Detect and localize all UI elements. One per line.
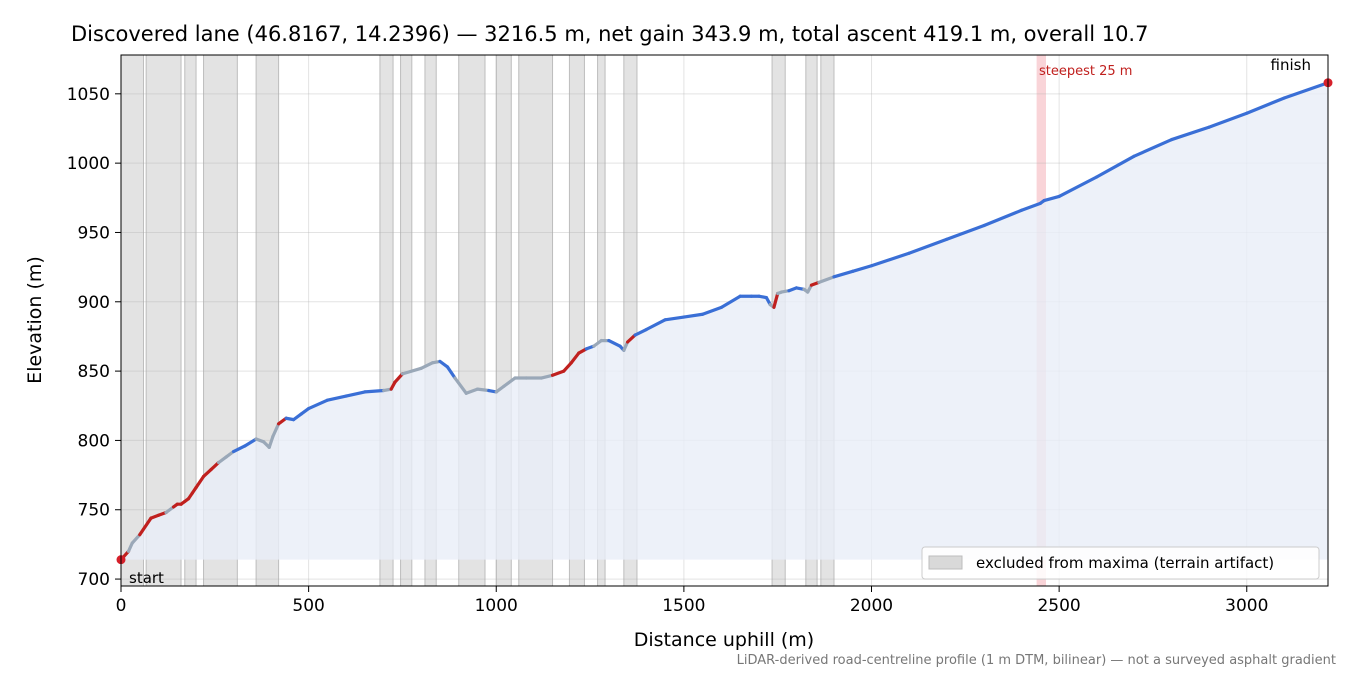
- profile-segment: [1132, 137, 1174, 158]
- footer-note: LiDAR-derived road-centreline profile (1…: [737, 653, 1336, 668]
- profile-segment: [663, 315, 686, 322]
- profile-segment: [393, 372, 405, 384]
- profile-segment: [817, 275, 836, 284]
- profile-segment: [1282, 81, 1330, 100]
- profile-segment: [907, 237, 949, 255]
- x-tick-label: 0: [116, 596, 127, 616]
- chart-title: Discovered lane (46.8167, 14.2396) — 321…: [71, 22, 1148, 46]
- profile-segment: [267, 434, 275, 449]
- profile-segment: [400, 366, 423, 376]
- profile-segment: [869, 251, 911, 268]
- profile-segment: [271, 422, 281, 438]
- profile-segment: [644, 318, 667, 332]
- x-tick-label: 500: [292, 596, 324, 616]
- profile-segment: [344, 390, 367, 398]
- profile-segment: [209, 461, 221, 472]
- profile-segment: [851, 264, 874, 273]
- profile-segment: [1042, 194, 1061, 203]
- x-tick-label: 1500: [662, 596, 705, 616]
- steepest-label: steepest 25 m: [1039, 64, 1132, 79]
- profile-segment: [625, 333, 637, 344]
- y-tick-label: 1000: [67, 154, 110, 174]
- x-axis-ticks: 0 500 1000 1500 2000 2500 3000: [116, 586, 1268, 616]
- profile-segment: [701, 305, 724, 316]
- y-tick-label: 1050: [67, 85, 110, 105]
- profile-segment: [475, 387, 491, 393]
- legend-swatch: [928, 555, 963, 570]
- plot-frame: [120, 54, 1329, 587]
- excluded-band: [120, 54, 145, 587]
- legend-label: excluded from maxima (terrain artifact): [976, 554, 1274, 572]
- profile-segment: [1245, 96, 1286, 115]
- y-tick-label: 750: [78, 501, 110, 521]
- profile-segment: [1095, 154, 1136, 179]
- profile-segment: [201, 467, 213, 479]
- profile-segment: [550, 369, 566, 377]
- profile-segment: [719, 294, 742, 309]
- elevation-profile-line: [119, 81, 1330, 562]
- profile-segment: [1170, 125, 1211, 142]
- profile-segment: [944, 223, 986, 241]
- profile-segment: [633, 327, 648, 337]
- y-tick-label: 950: [78, 223, 110, 243]
- profile-segment: [682, 312, 705, 319]
- x-tick-label: 3000: [1225, 596, 1268, 616]
- x-tick-label: 1000: [475, 596, 518, 616]
- profile-segment: [243, 437, 258, 448]
- profile-segment: [562, 361, 573, 373]
- elevation-area-fill: [121, 82, 1328, 560]
- profile-segment: [363, 388, 386, 394]
- profile-segment: [502, 376, 517, 388]
- y-axis-ticks: 700 750 800 850 900 950 1000 1050: [67, 85, 121, 590]
- legend: excluded from maxima (terrain artifact): [921, 546, 1320, 580]
- profile-segment: [569, 351, 581, 365]
- profile-segment: [453, 376, 468, 395]
- finish-label: finish: [1271, 56, 1311, 74]
- profile-segment: [539, 373, 555, 380]
- legend-box: [921, 546, 1320, 580]
- profile-segment: [325, 394, 348, 402]
- y-tick-label: 800: [78, 431, 110, 451]
- profile-segment: [138, 516, 153, 537]
- x-axis-label: Distance uphill (m): [634, 629, 814, 651]
- y-axis-label: Elevation (m): [24, 256, 46, 384]
- profile-segment: [231, 444, 247, 454]
- y-tick-label: 900: [78, 293, 110, 313]
- profile-segment: [1020, 201, 1042, 212]
- profile-segment: [832, 269, 855, 279]
- profile-segment: [445, 365, 457, 380]
- profile-segment: [419, 361, 435, 370]
- start-label: start: [129, 569, 164, 587]
- profile-segment: [307, 398, 329, 411]
- profile-segment: [772, 291, 780, 309]
- profile-segment: [1207, 111, 1249, 129]
- profile-segment: [130, 533, 142, 545]
- x-tick-label: 2500: [1037, 596, 1080, 616]
- y-tick-label: 850: [78, 362, 110, 382]
- profile-segment: [607, 339, 622, 348]
- y-tick-label: 700: [78, 570, 110, 590]
- profile-segment: [1057, 175, 1099, 199]
- profile-segment: [194, 474, 206, 490]
- profile-segment: [982, 208, 1024, 228]
- x-tick-label: 2000: [850, 596, 893, 616]
- profile-segment: [464, 387, 480, 395]
